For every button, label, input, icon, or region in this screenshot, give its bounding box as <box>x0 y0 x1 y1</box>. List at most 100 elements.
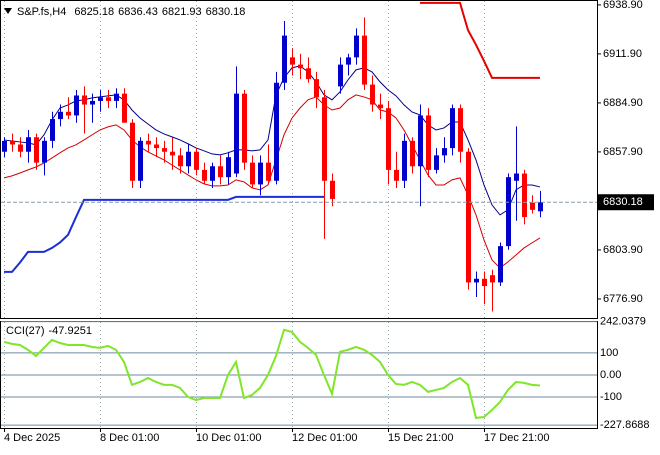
header: S&P.fs,H4 6825.18 6836.43 6821.93 6830.18 <box>17 6 245 18</box>
candle-body <box>386 108 391 170</box>
candle-body <box>258 162 263 185</box>
candle-body <box>330 180 335 199</box>
candle-body <box>194 151 199 170</box>
current-price-label: 6830.18 <box>603 196 643 208</box>
cci-tick-label: 0.00 <box>600 369 621 381</box>
candle-body <box>98 97 103 101</box>
y-tick-label: 6911.90 <box>603 48 642 60</box>
candle-body <box>290 57 295 65</box>
candle-body <box>74 95 79 116</box>
candle-body <box>114 93 119 101</box>
y-tick-label: 6803.90 <box>603 244 643 256</box>
candle-body <box>498 246 503 283</box>
cci-line <box>3 328 541 419</box>
x-tick-label: 8 Dec 01:00 <box>100 432 159 444</box>
candle-body <box>466 151 471 283</box>
candle-body <box>242 93 247 163</box>
candle-body <box>378 104 383 109</box>
x-tick-label: 15 Dec 21:00 <box>388 432 453 444</box>
x-tick-label: 4 Dec 2025 <box>4 432 60 444</box>
candle-body <box>66 111 71 116</box>
current-price-box <box>598 194 654 211</box>
candle-body <box>266 162 271 181</box>
candle-body <box>218 166 223 178</box>
high-price: 6836.43 <box>118 6 158 18</box>
candle-body <box>322 97 327 181</box>
candle-body <box>410 140 415 167</box>
cci-tick-label: -100 <box>600 391 622 403</box>
x-tick-label: 10 Dec 01:00 <box>196 432 261 444</box>
candle-body <box>274 82 279 181</box>
candle-body <box>442 148 447 156</box>
candle-body <box>530 202 535 210</box>
cci-tick-label: 242.0379 <box>600 316 646 328</box>
candle-body <box>506 177 511 247</box>
candle-body <box>450 108 455 149</box>
candle-body <box>458 108 463 152</box>
candle-body <box>522 173 527 218</box>
candle-body <box>186 151 191 167</box>
candle-body <box>346 57 351 65</box>
candle-body <box>434 155 439 170</box>
moving-average <box>3 94 541 269</box>
cci-title: CCI(27) <box>6 325 45 337</box>
candle-body <box>234 93 239 174</box>
candle-body <box>210 166 215 181</box>
candle-body <box>34 137 39 163</box>
candle-body <box>226 157 231 178</box>
candle-body <box>338 64 343 87</box>
y-tick-label: 6857.90 <box>603 146 643 158</box>
candle-body <box>490 275 495 283</box>
candle-body <box>474 278 479 283</box>
y-tick-label: 6884.90 <box>603 97 643 109</box>
open-price: 6825.18 <box>74 6 114 18</box>
candle-body <box>202 169 207 181</box>
candle-body <box>106 97 111 101</box>
candle-body <box>170 151 175 156</box>
candle-body <box>426 115 431 170</box>
x-tick-label: 17 Dec 21:00 <box>484 432 549 444</box>
low-price: 6821.93 <box>162 6 202 18</box>
candle-body <box>178 155 183 167</box>
close-price: 6830.18 <box>206 6 246 18</box>
y-tick-label: 6938.90 <box>603 0 643 11</box>
candle-body <box>282 35 287 83</box>
candle-body <box>2 140 7 152</box>
candle-body <box>26 137 31 152</box>
candle-body <box>482 278 487 287</box>
candle-body <box>314 79 319 98</box>
candle-body <box>402 140 407 181</box>
candle-body <box>58 111 63 120</box>
candle-body <box>298 64 303 69</box>
candle-body <box>250 162 255 185</box>
plot <box>1 1 654 419</box>
candle-body <box>514 173 519 181</box>
cci-header: CCI(27) -47.9251 <box>6 325 92 337</box>
candle-body <box>130 122 135 181</box>
candle-body <box>82 95 87 105</box>
candle-body <box>146 140 151 145</box>
candle-body <box>362 35 367 85</box>
candle-body <box>370 84 375 105</box>
y-tick-label: 6776.90 <box>603 293 643 305</box>
grid <box>1 1 601 432</box>
level-line <box>4 195 324 273</box>
symbol: S&P.fs,H4 <box>17 6 66 18</box>
candle-body <box>538 202 543 212</box>
candle-body <box>418 115 423 167</box>
candle-body <box>90 100 95 105</box>
candle-body <box>122 93 127 123</box>
cci-tick-label: -227.8688 <box>600 419 650 431</box>
candle-body <box>138 140 143 181</box>
candle-body <box>306 68 311 80</box>
candle-body <box>18 144 23 152</box>
candle-body <box>42 140 47 163</box>
candle-body <box>162 148 167 152</box>
x-tick-label: 12 Dec 01:00 <box>292 432 357 444</box>
menu-triangle <box>4 8 12 14</box>
main-panel-frame <box>0 0 598 319</box>
candle-body <box>394 169 399 181</box>
